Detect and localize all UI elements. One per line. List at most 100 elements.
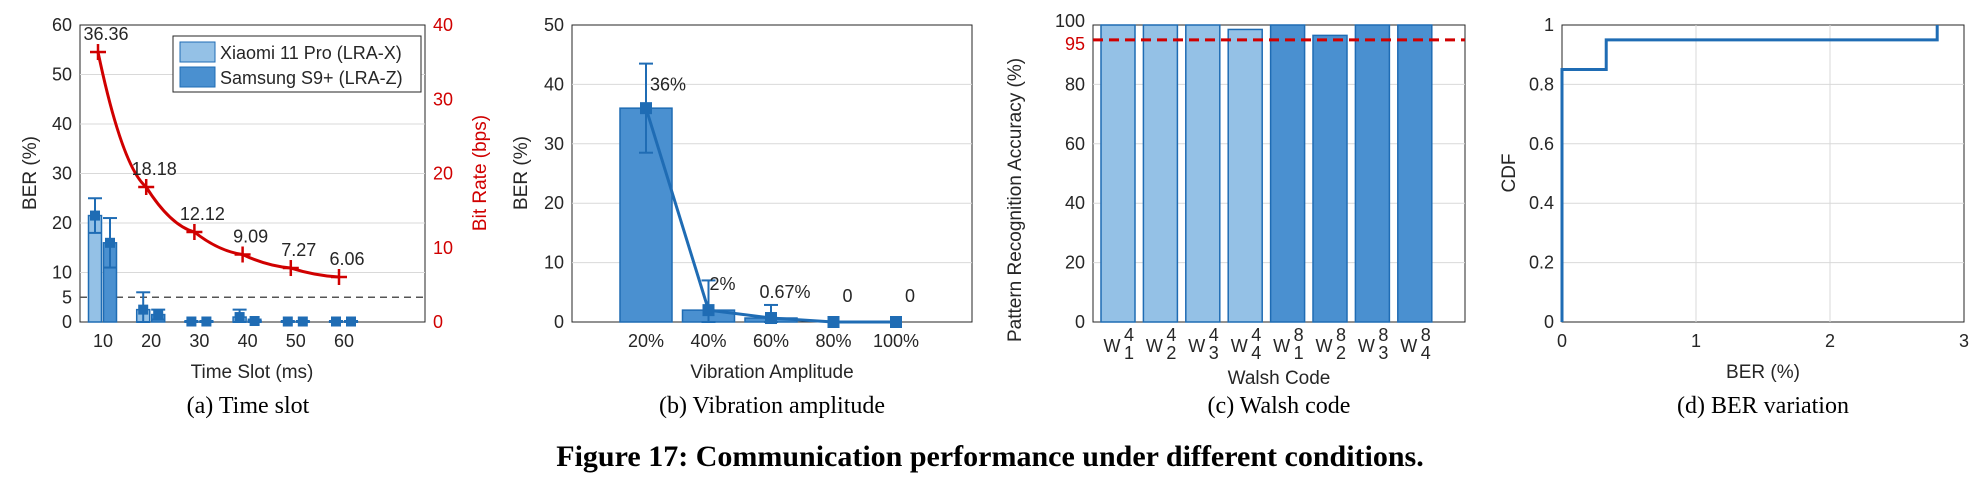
panel-b-ytick: 40 <box>544 74 564 94</box>
panel-c-xtick-base: W <box>1146 336 1163 356</box>
panel-c-xtick-sup: 8 <box>1378 325 1388 345</box>
panel-a-xtick: 50 <box>286 331 306 351</box>
panel-c-xtick-sub: 2 <box>1166 343 1176 363</box>
panel-d-xlabel: BER (%) <box>1726 362 1800 383</box>
panel-c-xtick-sup: 8 <box>1336 325 1346 345</box>
panel-b-marker <box>890 316 902 328</box>
panel-b-ytick: 0 <box>554 312 564 332</box>
panel-d-xtick: 3 <box>1959 331 1969 351</box>
panel-c-bar <box>1185 24 1221 323</box>
panel-c-ytick: 60 <box>1065 134 1085 154</box>
panel-a-xtick: 10 <box>93 331 113 351</box>
panel-a-y2tick: 20 <box>433 164 453 184</box>
panel-c-xtick-sub: 1 <box>1124 343 1134 363</box>
panel-b-xtick: 60% <box>753 331 789 351</box>
panel-a-bar-marker <box>153 309 164 320</box>
panel-a-bitrate-label: 9.09 <box>233 227 268 247</box>
panel-a-bar-marker <box>282 316 293 327</box>
figure-caption: Figure 17: Communication performance und… <box>556 440 1423 473</box>
panel-c-xtick-sub: 2 <box>1336 343 1346 363</box>
panel-d-ytick: 0.8 <box>1529 74 1554 94</box>
panel-c-xtick-sup: 8 <box>1421 325 1431 345</box>
panel-d-ytick: 1 <box>1544 15 1554 35</box>
panel-a-y2tick: 0 <box>433 312 443 332</box>
panel-c-bar <box>1269 24 1306 323</box>
panel-c-xtick-base: W <box>1104 336 1121 356</box>
legend-swatch-samsung <box>179 66 216 88</box>
panel-a-xlabel: Time Slot (ms) <box>191 362 314 383</box>
panel-a-legend: Xiaomi 11 Pro (LRA-X) Samsung S9+ (LRA-Z… <box>172 35 422 93</box>
panel-c-ytick: 20 <box>1065 253 1085 273</box>
panel-a-bar-marker <box>186 316 197 327</box>
legend-label-samsung: Samsung S9+ (LRA-Z) <box>220 68 403 88</box>
panel-c-ytick: 80 <box>1065 74 1085 94</box>
panel-b-data-label: 0 <box>905 286 915 306</box>
legend-label-xiaomi: Xiaomi 11 Pro (LRA-X) <box>220 43 402 63</box>
panel-c-xtick-sup: 4 <box>1166 325 1176 345</box>
panel-c-xtick-base: W <box>1316 336 1333 356</box>
panel-a-bar-marker <box>234 312 245 323</box>
panel-c-ytick: 40 <box>1065 193 1085 213</box>
panel-a-ytick: 60 <box>52 15 72 35</box>
panel-c-xtick-sub: 4 <box>1421 343 1431 363</box>
panel-b-ytick: 20 <box>544 193 564 213</box>
panel-c-xtick-base: W <box>1231 336 1248 356</box>
panel-d-xtick: 1 <box>1691 331 1701 351</box>
panel-b-xtick: 20% <box>628 331 664 351</box>
panel-c-xtick-sup: 4 <box>1124 325 1134 345</box>
panel-c-ytick: 0 <box>1075 312 1085 332</box>
panel-d-ytick: 0.2 <box>1529 253 1554 273</box>
panel-a-ytick: 10 <box>52 263 72 283</box>
panel-a-bitrate-label: 18.18 <box>132 159 177 179</box>
panel-a-bar-marker <box>90 210 100 221</box>
panel-a-xtick: 20 <box>141 331 161 351</box>
panel-a-ytick: 40 <box>52 114 72 134</box>
panel-d-xtick: 2 <box>1825 331 1835 351</box>
panel-b-ylabel: BER (%) <box>511 136 532 210</box>
panel-a-bar-marker <box>138 304 149 315</box>
panel-b-ytick: 10 <box>544 253 564 273</box>
panel-c-xtick-base: W <box>1358 336 1375 356</box>
panel-b-marker <box>702 304 715 317</box>
panel-a: 0 5 10 20 30 40 50 60 0 10 20 30 40 10 20 30 40 50 60 36… <box>20 15 491 419</box>
panel-c-xtick-base: W <box>1400 336 1417 356</box>
panel-c-xtick-sub: 4 <box>1251 343 1261 363</box>
panel-a-y2tick: 30 <box>433 89 453 109</box>
panel-a-bar-marker <box>297 316 308 327</box>
panel-c-bar <box>1397 24 1433 323</box>
panel-a-ytick: 5 <box>62 287 72 307</box>
panel-c-bar <box>1142 24 1179 323</box>
panel-a-bitrate-label: 12.12 <box>180 204 225 224</box>
panel-b: 36% 2% 0.67% 0 0 0 10 20 30 40 50 20% 40% 60% 80% 100… <box>511 15 973 419</box>
panel-c-xtick-base: W <box>1188 336 1205 356</box>
panel-b-data-label: 2% <box>709 274 735 294</box>
panel-d-ylabel: CDF <box>1499 153 1520 192</box>
panel-b-data-label: 0 <box>842 286 852 306</box>
panel-a-bar-marker <box>346 316 356 327</box>
panel-b-caption: (b) Vibration amplitude <box>659 393 885 419</box>
panel-b-xtick: 80% <box>815 331 851 351</box>
panel-c-bar <box>1100 24 1136 323</box>
panel-a-caption: (a) Time slot <box>187 393 310 419</box>
panel-a-xtick: 30 <box>189 331 209 351</box>
panel-d: 0 0.2 0.4 0.6 0.8 1 0 1 2 3 BER (%) CDF (d) BER … <box>1499 15 1969 419</box>
panel-d-axes <box>1561 24 1965 323</box>
panel-a-y2tick: 10 <box>433 238 453 258</box>
panel-c-xtick-sup: 4 <box>1209 325 1219 345</box>
panel-b-xtick: 100% <box>873 331 919 351</box>
panel-a-ylabel: BER (%) <box>20 136 41 210</box>
panel-a-xtick: 40 <box>238 331 258 351</box>
panel-a-xtick: 60 <box>334 331 354 351</box>
panel-c-ylabel: Pattern Recognition Accuracy (%) <box>1005 58 1026 342</box>
panel-b-data-label: 0.67% <box>759 282 810 302</box>
panel-c-xlabel: Walsh Code <box>1228 368 1331 389</box>
panel-a-bitrate-label: 36.36 <box>83 24 128 44</box>
panel-d-ytick: 0.4 <box>1529 193 1554 213</box>
panel-a-bitrate-label: 6.06 <box>329 249 364 269</box>
panel-a-y2label: Bit Rate (bps) <box>470 115 491 231</box>
panel-d-xtick: 0 <box>1557 331 1567 351</box>
panel-a-bitrate-label: 7.27 <box>281 240 316 260</box>
panel-c-xtick-sup: 8 <box>1294 325 1304 345</box>
panel-c-bar <box>1312 34 1348 323</box>
